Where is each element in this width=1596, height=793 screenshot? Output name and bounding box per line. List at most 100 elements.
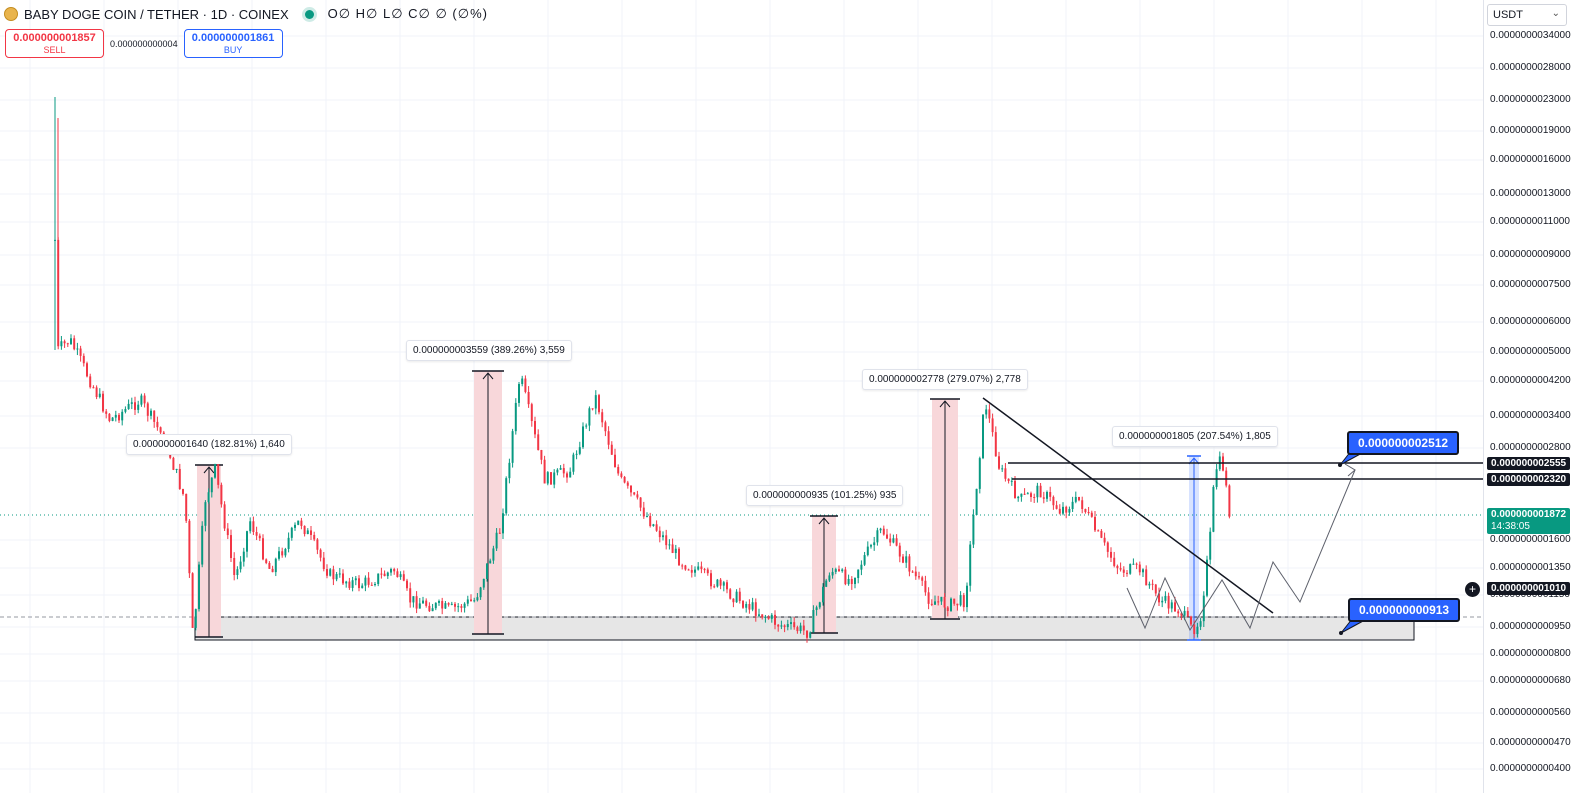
candle-body [1167,595,1170,609]
candle-body [297,520,300,525]
projection-arrowhead [1344,463,1356,477]
candle-body [239,561,242,570]
candle-body [1177,611,1180,614]
candle-body [274,558,277,573]
candle-body [812,609,815,633]
candle-body [889,538,892,543]
candle-body [642,507,645,517]
candle-body [735,591,738,603]
candle-body [959,595,962,606]
candle-body [921,577,924,581]
price-axis[interactable]: USDT ⌄ 0.0000000034000 0.0000000028000 0.0… [1483,0,1596,793]
candle-body [841,569,844,572]
candle-body [105,411,108,414]
candle-body [1046,492,1048,499]
candle-body [182,489,184,494]
candle-body [332,569,335,580]
candle-body [1113,557,1116,566]
candlestick-chart[interactable] [0,0,1483,793]
price-tick-label: 0.0000000011000 [1490,216,1570,227]
candle-body [498,532,501,534]
candle-body [230,535,232,558]
candle-body [1180,613,1183,616]
measure-arrowhead [203,466,215,474]
candle-body [809,632,812,638]
candle-body [454,603,456,607]
candle-body [1049,492,1052,497]
current-price-value: 0.000000001872 [1491,509,1567,520]
sell-button[interactable]: 0.000000001857 SELL [5,29,104,58]
measure-label-3[interactable]: 0.000000000935 (101.25%) 935 [746,485,904,506]
candle-body [1106,542,1109,552]
add-alert-icon[interactable]: + [1465,582,1480,597]
candle-body [575,453,578,455]
candle-body [92,387,95,389]
candle-body [300,520,303,526]
candle-body [457,606,460,608]
candle-body [236,569,239,576]
support-price-callout[interactable]: 0.000000000913 [1348,598,1461,622]
measure-label-1[interactable]: 0.000000001640 (182.81%) 1,640 [126,434,292,455]
candle-body [226,528,229,536]
candle-body [444,603,447,609]
candle-body [937,601,940,603]
candle-body [818,602,821,608]
candle-body [1103,537,1106,543]
descending-trendline [982,397,1274,614]
candle-body [111,417,114,421]
price-tick-label: 0.0000000005000 [1490,346,1571,357]
candle-body [738,591,741,601]
candle-body [1158,593,1160,603]
candle-body [934,601,936,605]
symbol-title[interactable]: BABY DOGE COIN / TETHER · 1D · COINEX [24,6,289,22]
candle-body [1081,500,1084,509]
candle-body [278,551,280,559]
candle-body [902,556,904,563]
candle-body [1186,610,1189,617]
candle-body [393,569,396,572]
candle-body [802,625,805,631]
currency-select[interactable]: USDT ⌄ [1487,4,1567,26]
buy-button[interactable]: 0.000000001861 BUY [183,29,283,58]
candle-body [518,384,520,403]
candle-body [361,585,364,589]
candle-body [927,592,930,604]
candle-body [140,395,143,405]
candle-body [850,578,853,585]
candle-body [441,601,444,609]
candle-body [70,338,72,345]
candle-body [354,578,357,581]
candle-body [338,573,341,575]
candle-body [319,549,322,558]
candle-body [460,606,463,608]
candle-body [655,524,658,531]
candle-body [450,603,453,605]
candle-body [681,565,684,567]
candle-body [153,410,156,422]
candle-body [425,600,428,606]
candle-body [1116,565,1119,569]
measure-label-2[interactable]: 0.000000003559 (389.26%) 3,559 [406,340,572,361]
measure-label-5[interactable]: 0.000000001805 (207.54%) 1,805 [1112,426,1278,447]
candle-body [262,538,264,560]
candle-body [1090,512,1093,517]
candle-body [822,586,824,603]
buy-price: 0.000000001861 [191,32,275,44]
candle-body [578,447,581,454]
candle-body [377,573,380,585]
candle-body [194,609,197,628]
candle-body [198,564,200,610]
candle-body [127,403,130,410]
candle-body [594,395,597,409]
measure-label-4[interactable]: 0.000000002778 (279.07%) 2,778 [862,369,1028,390]
candle-body [284,548,287,556]
candle-body [879,528,882,531]
price-tick-label: 0.0000000019000 [1490,125,1571,136]
target-price-callout[interactable]: 0.000000002512 [1347,431,1460,455]
candle-body [876,530,879,543]
chart-area[interactable]: BABY DOGE COIN / TETHER · 1D · COINEX O∅… [0,0,1483,793]
candle-body [943,596,946,608]
candle-body [1094,516,1096,531]
candle-body [210,477,213,493]
candle-body [1196,626,1199,635]
